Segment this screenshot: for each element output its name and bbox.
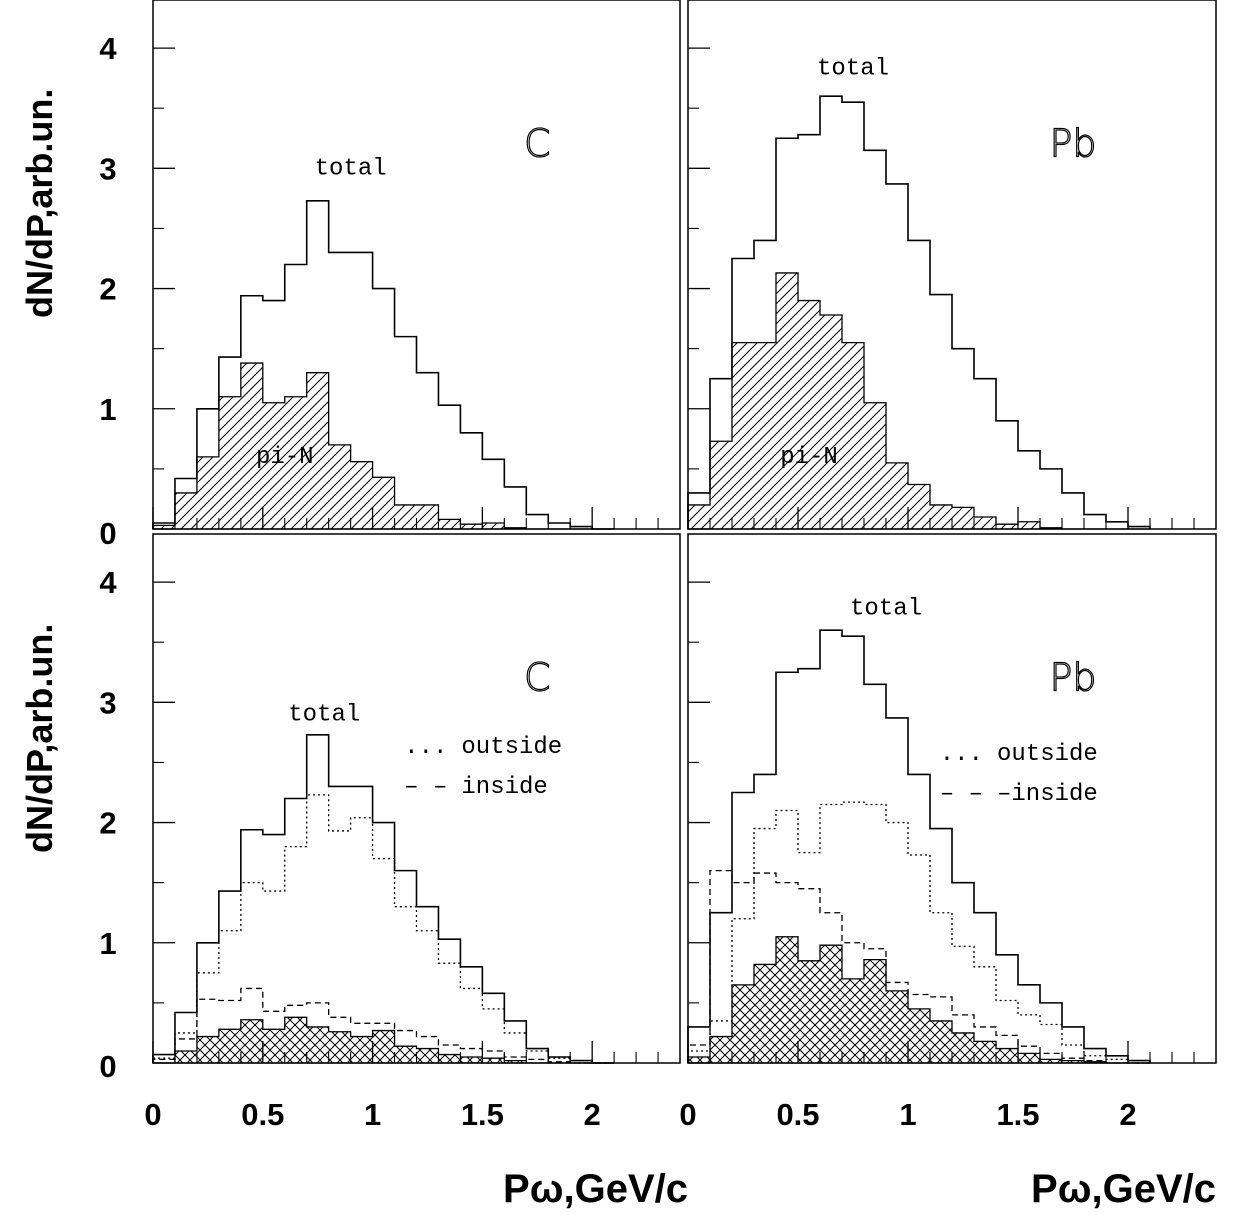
y-tick-label: 0: [99, 1049, 116, 1084]
legend-label: outside: [997, 741, 1098, 768]
y-tick-label: 4: [99, 565, 117, 600]
series-total: [687, 629, 1151, 1063]
element-label: C: [524, 121, 551, 165]
annotation-total: total: [315, 155, 387, 182]
series-outside: [687, 801, 1150, 1064]
y-tick-label: 1: [99, 926, 116, 961]
x-axis-label-right: Pω,GeV/c: [1031, 1167, 1216, 1211]
legend-marker: – –: [940, 781, 983, 808]
annotation-total: total: [288, 701, 360, 728]
legend-label: –inside: [997, 781, 1098, 808]
y-axis-label-bottom: dN/dP,arb.un.: [19, 624, 60, 853]
x-tick-label: 0: [144, 1097, 161, 1132]
x-axis-label-left: Pω,GeV/c: [503, 1167, 688, 1211]
y-axis-label-top: dN/dP,arb.un.: [19, 89, 60, 318]
element-label: Pb: [1049, 121, 1096, 165]
y-tick-label: 2: [99, 806, 116, 841]
annotation-pi-n: pi-N: [780, 444, 838, 471]
y-tick-label: 3: [99, 685, 116, 720]
y-tick-label: 3: [99, 151, 116, 186]
series-total: [152, 733, 615, 1064]
legend-label: outside: [461, 734, 562, 761]
series-pi-N: [687, 272, 1150, 530]
y-tick-label: 4: [99, 31, 117, 66]
x-tick-label: 1.5: [996, 1097, 1039, 1132]
x-tick-label: 2: [584, 1097, 601, 1132]
y-tick-label: 0: [99, 516, 116, 551]
panel-bottom-right: 0 0.5 1 1.5 2 Pb total... outside – – –inside: [679, 533, 1217, 1132]
annotation-total: total: [817, 56, 889, 83]
series-crosshatched: [687, 936, 1150, 1064]
legend-label: inside: [461, 774, 547, 801]
x-tick-label: 1: [899, 1097, 916, 1132]
legend-marker: ...: [404, 734, 447, 761]
x-tick-label: 2: [1119, 1097, 1136, 1132]
x-tick-label: 1.5: [461, 1097, 504, 1132]
series-pi-N: [152, 362, 615, 530]
series-total: [687, 95, 1151, 529]
legend-marker: – –: [404, 774, 447, 801]
series-outside: [152, 794, 615, 1064]
annotation-total: total: [850, 596, 922, 623]
element-label: Pb: [1049, 655, 1096, 699]
y-tick-label: 2: [99, 272, 116, 307]
series-crosshatched: [153, 1016, 615, 1064]
x-tick-label: 1: [364, 1097, 381, 1132]
panel-top-right: Pb total pi-N: [687, 0, 1217, 530]
legend-marker: ...: [940, 741, 983, 768]
series-total: [152, 199, 615, 530]
x-tick-label: 0: [679, 1097, 696, 1132]
element-label: C: [524, 655, 551, 699]
x-tick-label: 0.5: [776, 1097, 819, 1132]
y-tick-label: 1: [99, 392, 116, 427]
series-inside: [152, 987, 615, 1064]
annotation-pi-n: pi-N: [256, 444, 314, 471]
x-tick-label: 0.5: [241, 1097, 284, 1132]
